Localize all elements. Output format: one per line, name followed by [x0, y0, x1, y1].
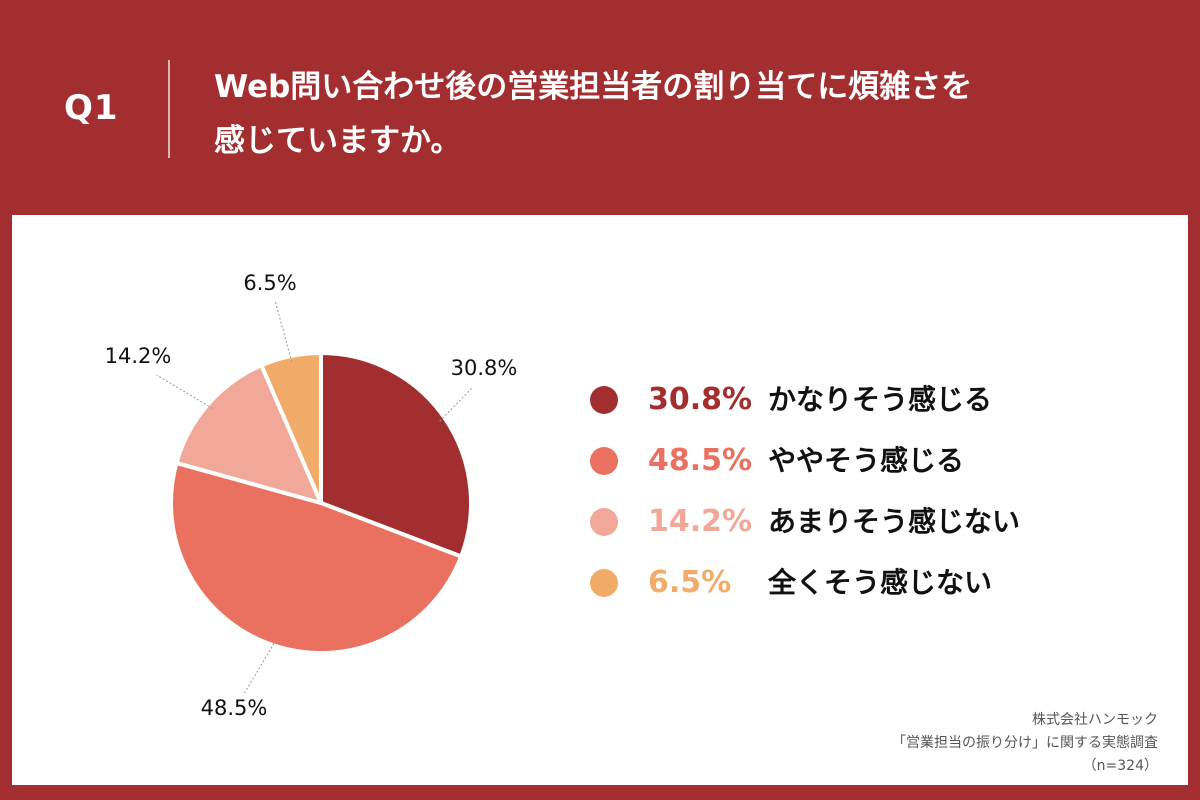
pie-slice: [169, 460, 464, 655]
question-title: Web問い合わせ後の営業担当者の割り当てに煩雑さを 感じていますか。: [214, 60, 1114, 168]
legend-label: ややそう感じる: [768, 444, 965, 477]
source-note: 株式会社ハンモック 「営業担当の振り分け」に関する実態調査 （n=324）: [738, 709, 1158, 778]
legend-swatch: [590, 508, 618, 536]
header-divider: [168, 60, 170, 158]
legend-swatch: [590, 447, 618, 475]
header: Q1 Web問い合わせ後の営業担当者の割り当てに煩雑さを 感じていますか。: [0, 0, 1200, 215]
pie-data-label: 30.8%: [451, 356, 518, 380]
pie-leader-line: [156, 374, 213, 409]
pie-slice: [174, 363, 323, 505]
source-sample-size: （n=324）: [1082, 758, 1158, 774]
legend-value: 6.5%: [648, 565, 732, 600]
legend-label: かなりそう感じる: [768, 383, 993, 416]
pie-data-label: 14.2%: [105, 344, 172, 368]
question-line-2: 感じていますか。: [214, 123, 462, 159]
legend-label: あまりそう感じない: [768, 505, 1021, 538]
legend-value: 48.5%: [648, 443, 753, 478]
pie-leader-line: [244, 639, 277, 694]
question-line-1: Web問い合わせ後の営業担当者の割り当てに煩雑さを: [214, 69, 973, 105]
source-company: 株式会社ハンモック: [1032, 712, 1158, 728]
source-survey: 「営業担当の振り分け」に関する実態調査: [892, 735, 1158, 751]
pie-data-label: 48.5%: [201, 696, 268, 720]
legend-label: 全くそう感じない: [768, 566, 993, 599]
chart-panel: 30.8% 48.5% 14.2% 6.5% 30.8% かなりそう感じる 48.5%…: [12, 215, 1188, 785]
pie-leader-line: [274, 301, 293, 363]
pie-chart: 30.8% 48.5% 14.2% 6.5%: [105, 271, 518, 720]
legend-swatch: [590, 569, 618, 597]
question-number: Q1: [64, 88, 119, 128]
legend-value: 30.8%: [648, 382, 753, 417]
pie-data-label: 6.5%: [243, 271, 296, 295]
legend-swatch: [590, 386, 618, 414]
legend-value: 14.2%: [648, 504, 753, 539]
pie-slice: [319, 351, 473, 559]
